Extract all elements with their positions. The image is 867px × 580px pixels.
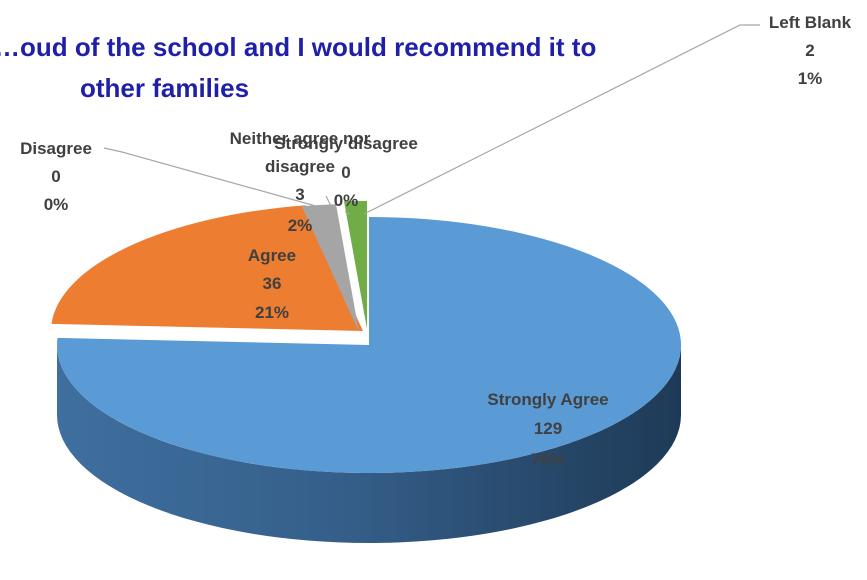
- svg-text:2%: 2%: [288, 216, 313, 235]
- leader-line-neither: [325, 195, 335, 213]
- svg-text:76%: 76%: [531, 450, 565, 469]
- label-strongly-agree: Strongly Agree 129 76%: [487, 390, 608, 469]
- svg-text:3: 3: [295, 185, 304, 204]
- pie-slice-agree: [51, 205, 363, 331]
- pie-slice-side-strongly-agree: [57, 345, 681, 543]
- pie-slice-strongly-agree: [57, 217, 682, 474]
- svg-text:0%: 0%: [334, 191, 359, 210]
- pie-slice-neither-agree-nor-disagree: [301, 204, 359, 332]
- label-left-blank: Left Blank 2 1%: [769, 13, 852, 88]
- svg-text:0: 0: [341, 163, 350, 182]
- svg-text:129: 129: [534, 419, 562, 438]
- svg-text:Left Blank: Left Blank: [769, 13, 852, 32]
- svg-text:2: 2: [805, 41, 814, 60]
- svg-text:Strongly Agree: Strongly Agree: [487, 390, 608, 409]
- svg-text:1%: 1%: [798, 69, 823, 88]
- svg-text:21%: 21%: [255, 303, 289, 322]
- svg-text:Neither agree nor: Neither agree nor: [230, 129, 371, 148]
- svg-text:Disagree: Disagree: [20, 139, 92, 158]
- svg-text:disagree: disagree: [265, 157, 335, 176]
- svg-text:0: 0: [51, 167, 60, 186]
- svg-text:Agree: Agree: [248, 246, 296, 265]
- chart-title-line-2: other families: [80, 73, 249, 103]
- svg-text:Strongly disagree: Strongly disagree: [274, 134, 418, 153]
- label-strongly-disagree: Strongly disagree 0 0%: [274, 134, 418, 210]
- svg-text:0%: 0%: [44, 195, 69, 214]
- label-agree: Agree 36 21%: [248, 246, 296, 322]
- label-disagree: Disagree 0 0%: [20, 139, 92, 214]
- pie-slice-left-blank: [344, 200, 367, 329]
- leader-line-left-blank: [363, 24, 760, 215]
- chart-title-line-1: …oud of the school and I would recommend…: [0, 32, 596, 62]
- svg-text:36: 36: [263, 274, 282, 293]
- leader-line-disagree: [103, 147, 331, 211]
- label-neither-agree-nor-disagree: Neither agree nor disagree 3 2%: [230, 129, 371, 235]
- leader-line-strongly-disagree: [344, 211, 351, 215]
